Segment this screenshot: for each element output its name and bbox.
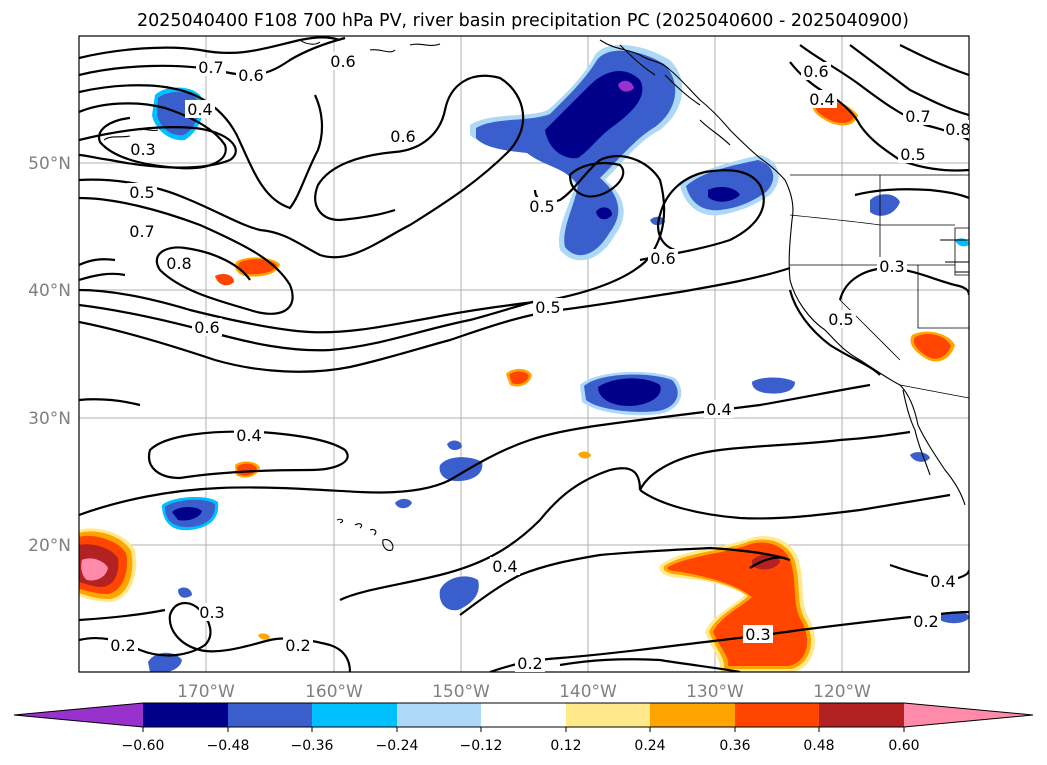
neg-anomaly-gulf-alaska-peak	[618, 80, 634, 92]
colorbar-segment	[228, 703, 312, 727]
colorbar-segment	[312, 703, 397, 727]
colorbar-tick-label: 0.60	[888, 738, 919, 754]
colorbar-extend-low	[14, 703, 143, 727]
colorbar-tick-label: −0.60	[122, 738, 165, 754]
contour-label: 0.5	[129, 183, 154, 202]
borders	[789, 174, 969, 399]
contour-label: 0.3	[879, 257, 904, 276]
contour-label: 0.3	[745, 625, 770, 644]
contour-labels: 0.7 0.6 0.6 0.4 0.3 0.6 0.5 0.7 0.8 0.6 …	[108, 52, 971, 673]
colorbar-segment	[566, 703, 650, 727]
contour-label: 0.4	[187, 100, 212, 119]
lon-label: 140°W	[559, 682, 617, 702]
lon-label: 130°W	[686, 682, 744, 702]
lat-label: 30°N	[28, 409, 71, 429]
contour-label: 0.4	[236, 426, 261, 445]
colorbar-tick-label: −0.12	[460, 738, 503, 754]
lat-label: 40°N	[28, 281, 71, 301]
colorbar-tick-label: 0.36	[719, 738, 750, 754]
contour-label: 0.4	[809, 90, 834, 109]
lon-labels: 170°W 160°W 150°W 140°W 130°W 120°W	[177, 682, 871, 702]
colorbar-tick-label: 0.24	[634, 738, 665, 754]
colorbar-segment	[143, 703, 228, 727]
lon-label: 170°W	[177, 682, 235, 702]
contour-label: 0.8	[166, 254, 191, 273]
colorbar-segment	[481, 703, 566, 727]
contour-label: 0.2	[517, 654, 542, 673]
contour-label: 0.4	[930, 572, 955, 591]
colorbar-tick-label: 0.12	[550, 738, 581, 754]
contour-label: 0.6	[194, 318, 219, 337]
contour-label: 0.7	[198, 58, 223, 77]
contour-label: 0.6	[650, 249, 675, 268]
contour-label: 0.6	[238, 66, 263, 85]
contour-label: 0.6	[330, 52, 355, 71]
colorbar-tick-label: 0.48	[803, 738, 834, 754]
contour-label: 0.2	[110, 636, 135, 655]
colorbar: −0.60 −0.48 −0.36 −0.24 −0.12 0.12 0.24 …	[13, 702, 1034, 754]
lon-label: 120°W	[813, 682, 871, 702]
contour-label: 0.4	[706, 400, 731, 419]
colorbar-tick-label: −0.48	[207, 738, 250, 754]
neg-anomaly-gulf-alaska-core	[545, 70, 643, 159]
contour-label: 0.7	[129, 222, 154, 241]
map-panel[interactable]	[79, 36, 969, 673]
contour-label: 0.5	[900, 145, 925, 164]
lat-label: 50°N	[28, 154, 71, 174]
contour-label: 0.6	[803, 62, 828, 81]
lon-label: 160°W	[305, 682, 363, 702]
contour-label: 0.5	[828, 310, 853, 329]
contour-label: 0.2	[285, 636, 310, 655]
contour-label: 0.3	[199, 603, 224, 622]
contour-label: 0.6	[390, 127, 415, 146]
lat-label: 20°N	[28, 536, 71, 556]
contour-label: 0.3	[130, 140, 155, 159]
contour-label: 0.4	[492, 557, 517, 576]
contour-label: 0.8	[945, 120, 970, 139]
colorbar-tick-label: −0.36	[291, 738, 334, 754]
colorbar-segment	[650, 703, 735, 727]
colorbar-segment	[397, 703, 481, 727]
colorbar-tick-label: −0.24	[376, 738, 419, 754]
contour-label: 0.7	[905, 107, 930, 126]
lat-labels: 50°N 40°N 30°N 20°N	[28, 154, 71, 556]
colorbar-segment	[819, 703, 904, 727]
lon-label: 150°W	[432, 682, 490, 702]
contour-label: 0.5	[535, 298, 560, 317]
colorbar-extend-high	[904, 703, 1033, 727]
figure-title: 2025040400 F108 700 hPa PV, river basin …	[137, 11, 909, 31]
contour-label: 0.2	[913, 612, 938, 631]
contour-label: 0.5	[529, 197, 554, 216]
colorbar-segment	[735, 703, 819, 727]
gridlines	[79, 36, 969, 672]
